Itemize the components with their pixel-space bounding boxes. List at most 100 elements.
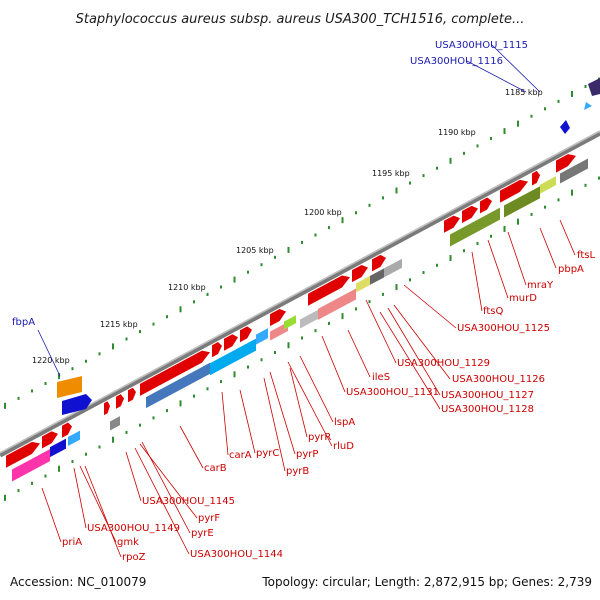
gene-feature-misc[interactable] — [300, 309, 318, 329]
gene-label-rpoz[interactable]: rpoZ — [122, 552, 146, 563]
scale-tick — [112, 436, 114, 443]
gene-label-carb[interactable]: carB — [204, 463, 227, 474]
gene-feature-cds[interactable] — [352, 264, 368, 283]
gene-feature-misc[interactable] — [370, 268, 384, 285]
gene-feature-misc[interactable] — [356, 275, 370, 293]
gene-feature-cds[interactable] — [444, 215, 460, 233]
gene-feature-misc[interactable] — [110, 416, 120, 431]
gene-label-usa300hou-1128[interactable]: USA300HOU_1128 — [441, 404, 534, 415]
gene-feature-cds[interactable] — [480, 197, 492, 214]
gene-feature-cds[interactable] — [462, 205, 478, 224]
gene-feature-cds[interactable] — [116, 394, 124, 409]
gene-feature-fbpA-cds[interactable] — [62, 394, 92, 415]
gene-feature-pyrr-region[interactable] — [284, 315, 296, 330]
gene-feature-cds[interactable] — [224, 334, 238, 351]
gene-feature-cds[interactable] — [308, 275, 350, 306]
scale-tick — [463, 249, 465, 253]
gene-label-usa300hou-1127[interactable]: USA300HOU_1127 — [441, 390, 534, 401]
gene-feature-cds[interactable] — [240, 326, 252, 343]
scale-tick — [166, 315, 168, 319]
gene-label-pyre[interactable]: pyrE — [191, 528, 214, 539]
scale-tick — [449, 157, 452, 164]
gene-feature-misc[interactable] — [540, 176, 556, 194]
gene-feature-cds[interactable] — [372, 254, 386, 272]
label-leader — [387, 307, 441, 396]
scale-tick — [422, 174, 425, 178]
gene-feature-cds[interactable] — [556, 154, 576, 173]
scale-tick — [409, 278, 411, 282]
scale-tick — [71, 367, 74, 371]
gene-feature-misc[interactable] — [560, 158, 588, 184]
gene-label-usa300hou-1126[interactable]: USA300HOU_1126 — [452, 374, 545, 385]
gene-label-pyrf[interactable]: pyrF — [198, 513, 220, 524]
gene-feature-cara-region[interactable] — [210, 338, 256, 376]
kbp-label: 1215 kbp — [100, 320, 138, 329]
gene-feature-rpoz[interactable] — [68, 430, 80, 447]
label-leader — [221, 391, 229, 456]
gene-feature-cds[interactable] — [6, 441, 40, 468]
scale-tick — [436, 263, 438, 267]
scale-tick — [368, 203, 371, 207]
gene-label-pyrr[interactable]: pyrR — [308, 432, 331, 443]
gene-feature[interactable] — [560, 120, 570, 134]
kbp-scale-labels: 1185 kbp 1190 kbp 1195 kbp 1200 kbp 1205… — [32, 88, 543, 365]
gene-label-mray[interactable]: mraY — [527, 280, 554, 291]
gene-label-pyrb[interactable]: pyrB — [286, 466, 309, 477]
gene-feature-cds[interactable] — [104, 401, 110, 416]
gene-feature-cds[interactable] — [128, 387, 136, 403]
scale-tick — [476, 144, 479, 148]
gene-label-usa300hou-1149[interactable]: USA300HOU_1149 — [87, 523, 180, 534]
gene-feature-cds[interactable] — [532, 170, 540, 186]
gene-label-murd[interactable]: murD — [509, 293, 537, 304]
scale-tick — [85, 359, 87, 363]
gene-feature-cds[interactable] — [212, 342, 222, 358]
gene-label-cara[interactable]: carA — [229, 450, 252, 461]
gene-label-fbpa[interactable]: fbpA — [12, 317, 35, 328]
gene-label-usa300hou-1116[interactable]: USA300HOU_1116 — [410, 56, 503, 67]
gene-feature-iles-region[interactable] — [318, 288, 356, 320]
label-leader — [41, 487, 62, 543]
gene-label-ftsl[interactable]: ftsL — [577, 250, 595, 261]
gene-feature[interactable] — [588, 78, 600, 96]
gene-label-pbpa[interactable]: pbpA — [558, 264, 584, 275]
label-leader — [141, 441, 191, 534]
gene-feature-pria[interactable] — [12, 449, 50, 482]
gene-feature-cds[interactable] — [500, 179, 528, 203]
gene-feature-cds[interactable] — [270, 308, 286, 327]
gene-label-usa300hou-1115[interactable]: USA300HOU_1115 — [435, 40, 528, 51]
gene-label-usa300hou-1145[interactable]: USA300HOU_1145 — [142, 496, 235, 507]
scale-tick — [503, 128, 506, 135]
gene-label-ftsq[interactable]: ftsQ — [483, 306, 503, 317]
gene-label-iles[interactable]: ileS — [372, 372, 390, 383]
scale-tick — [544, 205, 546, 209]
scale-tick — [71, 460, 74, 464]
gene-label-lspa[interactable]: lspA — [334, 417, 355, 428]
scale-tick — [476, 241, 479, 245]
gene-label-gmk[interactable]: gmk — [117, 537, 139, 548]
gene-label-pyrc[interactable]: pyrC — [256, 448, 279, 459]
gene-label-pyrp[interactable]: pyrP — [296, 449, 318, 460]
scale-tick — [517, 218, 519, 225]
gene-label-usa300hou-1129[interactable]: USA300HOU_1129 — [397, 358, 490, 369]
gene-label-usa300hou-1131[interactable]: USA300HOU_1131 — [346, 387, 439, 398]
label-leader — [487, 239, 509, 299]
gene-feature-cds[interactable] — [62, 422, 72, 438]
gene-feature-pyrb-region[interactable] — [270, 321, 288, 341]
gene-feature-pyrc-region[interactable] — [256, 328, 268, 345]
gene-label-rlud[interactable]: rluD — [333, 441, 354, 452]
gene-feature-carb-region[interactable] — [146, 362, 210, 409]
gene-label-usa300hou-1144[interactable]: USA300HOU_1144 — [190, 549, 283, 560]
gene-feature-ftsq-region[interactable] — [450, 207, 500, 247]
gene-label-usa300hou-1125[interactable]: USA300HOU_1125 — [457, 323, 550, 334]
gene-feature-cds[interactable] — [140, 350, 210, 396]
gene-feature-cds[interactable] — [42, 431, 58, 449]
gene-feature-murd-region[interactable] — [504, 186, 540, 218]
scale-tick — [274, 255, 276, 259]
label-leader — [321, 335, 346, 393]
gene-label-pria[interactable]: priA — [62, 537, 82, 548]
gene-feature-gmk[interactable] — [50, 438, 66, 458]
gene-feature-misc[interactable] — [384, 258, 402, 278]
gene-feature-fbpA[interactable] — [57, 376, 82, 398]
scale-tick — [517, 120, 519, 127]
gene-feature[interactable] — [584, 102, 592, 110]
